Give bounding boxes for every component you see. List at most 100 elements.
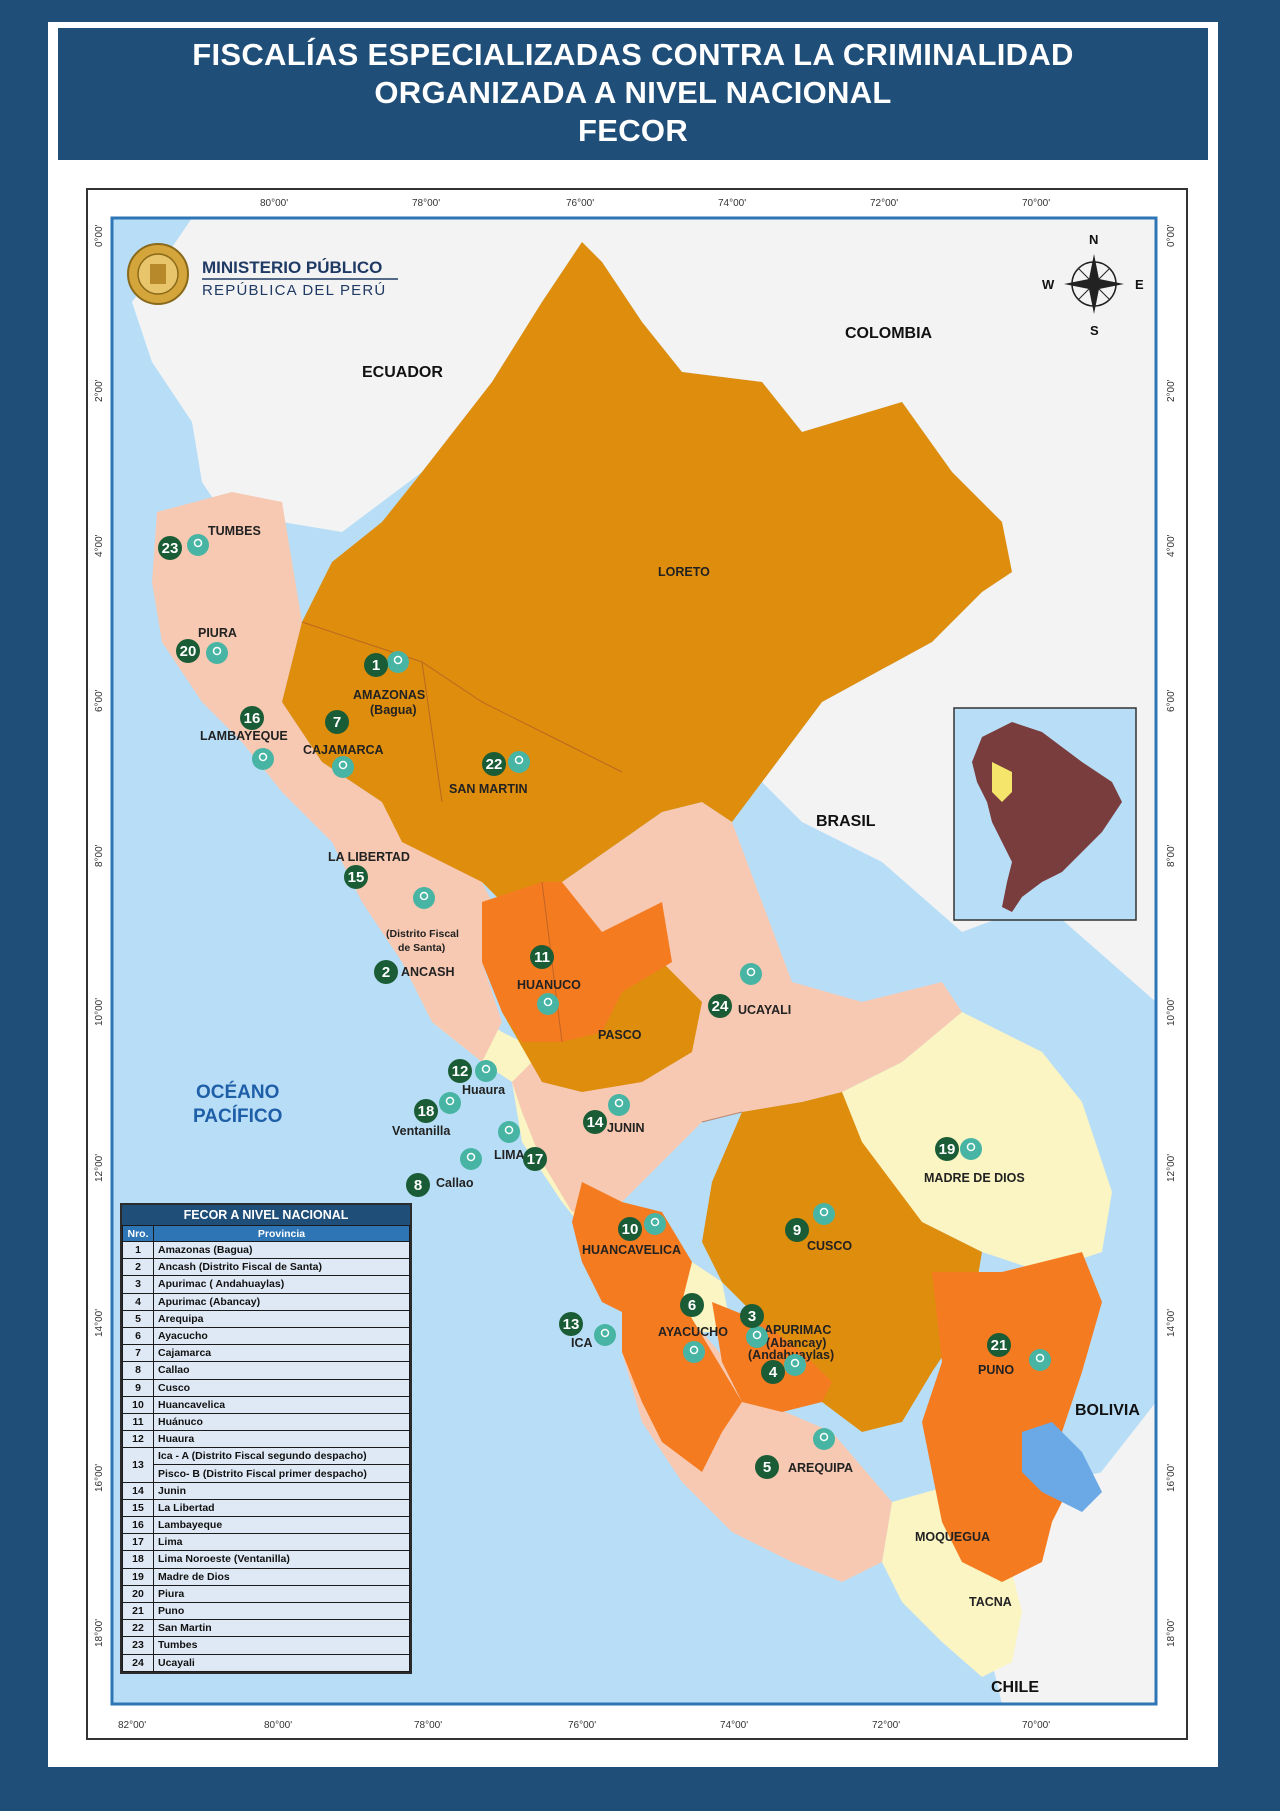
label-puno: PUNO: [978, 1363, 1014, 1377]
location-pin-icon[interactable]: [413, 887, 435, 909]
label-huanuco: HUANUCO: [517, 978, 581, 992]
legend-row-provincia: Piura: [153, 1584, 410, 1603]
fecor-marker[interactable]: 17: [523, 1147, 547, 1171]
label-ventanilla: Ventanilla: [392, 1124, 451, 1138]
label-santa-2: de Santa): [398, 942, 445, 954]
fecor-marker[interactable]: 24: [708, 994, 732, 1018]
location-pin-icon[interactable]: [439, 1092, 461, 1114]
fecor-marker-number: 21: [991, 1337, 1008, 1354]
fecor-marker[interactable]: 18: [414, 1099, 438, 1123]
legend-row: 10 Huancavelica: [122, 1395, 410, 1414]
location-pin-icon[interactable]: [187, 534, 209, 556]
legend-grid: Nro. Provincia 1 Amazonas (Bagua) 2 Ancash …: [122, 1225, 410, 1672]
legend-row-provincia: Puno: [153, 1601, 410, 1621]
lon-top-78: 78°00': [412, 198, 440, 209]
location-pin-icon[interactable]: [683, 1341, 705, 1363]
fecor-marker[interactable]: 19: [935, 1137, 959, 1161]
location-pin-icon[interactable]: [1029, 1349, 1051, 1371]
lat-right-18: 18°00': [1166, 1619, 1177, 1647]
fecor-marker[interactable]: 8: [406, 1173, 430, 1197]
legend-row-provincia: Huánuco: [153, 1412, 410, 1432]
location-pin-icon[interactable]: [644, 1213, 666, 1235]
fecor-marker[interactable]: 20: [176, 639, 200, 663]
legend-rows: 1 Amazonas (Bagua) 2 Ancash (Distrito Fisca…: [122, 1240, 410, 1672]
fecor-marker[interactable]: 1: [364, 653, 388, 677]
fecor-marker-number: 16: [244, 710, 261, 727]
fecor-marker[interactable]: 4: [761, 1360, 785, 1384]
fecor-marker[interactable]: 10: [618, 1217, 642, 1241]
location-pin-icon[interactable]: [498, 1121, 520, 1143]
location-pin-icon[interactable]: [475, 1060, 497, 1082]
legend-row: 17 Lima: [122, 1533, 410, 1552]
location-pin-icon[interactable]: [460, 1148, 482, 1170]
legend-row-provincia: Lambayeque: [153, 1515, 410, 1535]
fecor-marker[interactable]: 16: [240, 706, 264, 730]
location-pin-icon[interactable]: [332, 756, 354, 778]
fecor-marker[interactable]: 12: [448, 1059, 472, 1083]
fecor-marker-number: 1: [372, 657, 380, 674]
fecor-marker-number: 11: [534, 949, 550, 966]
region-huanuco: [482, 882, 672, 1042]
legend-row-number: 20: [122, 1584, 154, 1603]
location-pin-icon[interactable]: [960, 1138, 982, 1160]
fecor-marker[interactable]: 9: [785, 1218, 809, 1242]
fecor-marker[interactable]: 7: [325, 710, 349, 734]
lat-right-0: 0°00': [1166, 224, 1177, 247]
legend-row: 18 Lima Noroeste (Ventanilla): [122, 1550, 410, 1569]
legend-row-number: 11: [122, 1412, 154, 1432]
legend-row: 16 Lambayeque: [122, 1515, 410, 1535]
fecor-marker[interactable]: 23: [158, 536, 182, 560]
label-ayacucho: AYACUCHO: [658, 1325, 728, 1339]
location-pin-icon[interactable]: [740, 963, 762, 985]
lat-right-16: 16°00': [1166, 1464, 1177, 1492]
fecor-marker-number: 23: [162, 540, 179, 557]
fecor-marker[interactable]: 3: [740, 1304, 764, 1328]
location-pin-icon[interactable]: [594, 1324, 616, 1346]
label-callao: Callao: [436, 1176, 474, 1190]
legend-row-provincia: Cusco: [153, 1378, 410, 1397]
fecor-marker[interactable]: 2: [374, 960, 398, 984]
legend-row: 13 Ica - A (Distrito Fiscal segundo despa…: [122, 1447, 410, 1483]
fecor-marker[interactable]: 6: [680, 1293, 704, 1317]
legend-row-number: 6: [122, 1326, 154, 1346]
legend-row-provincia: Junin: [153, 1481, 410, 1500]
location-pin-icon[interactable]: [387, 651, 409, 673]
location-pin-icon[interactable]: [784, 1354, 806, 1376]
label-huancavelica: HUANCAVELICA: [582, 1243, 681, 1257]
legend-row-provincia: Huancavelica: [153, 1395, 410, 1414]
label-abancay: (Abancay): [766, 1336, 826, 1350]
location-pin-icon[interactable]: [813, 1428, 835, 1450]
fecor-marker[interactable]: 5: [755, 1455, 779, 1479]
fecor-marker[interactable]: 11: [530, 945, 554, 969]
fecor-marker-number: 20: [180, 643, 197, 660]
legend-row-provincia: La Libertad: [153, 1498, 410, 1518]
legend-row-number: 2: [122, 1258, 154, 1277]
location-pin-icon[interactable]: [508, 751, 530, 773]
label-madre-de-dios: MADRE DE DIOS: [924, 1171, 1025, 1185]
legend-row: 19 Madre de Dios: [122, 1567, 410, 1586]
fecor-marker-number: 15: [348, 869, 365, 886]
title-line-2: ORGANIZADA A NIVEL NACIONAL: [374, 75, 892, 110]
legend-row-number: 22: [122, 1619, 154, 1638]
legend-row: 4 Apurimac (Abancay): [122, 1292, 410, 1311]
fecor-marker[interactable]: 15: [344, 865, 368, 889]
fecor-marker[interactable]: 14: [583, 1110, 607, 1134]
fecor-marker[interactable]: 21: [987, 1333, 1011, 1357]
location-pin-icon[interactable]: [537, 993, 559, 1015]
fecor-marker-number: 8: [414, 1177, 422, 1194]
fecor-marker-number: 13: [563, 1316, 580, 1333]
location-pin-icon[interactable]: [813, 1203, 835, 1225]
region-coast-north: [152, 492, 502, 1062]
lon-top-76: 76°00': [566, 198, 594, 209]
legend-row-number: 7: [122, 1344, 154, 1363]
map: 80°00' 78°00' 76°00' 74°00' 72°00' 70°00…: [86, 188, 1188, 1740]
fecor-marker[interactable]: 13: [559, 1312, 583, 1336]
location-pin-icon[interactable]: [252, 748, 274, 770]
fecor-marker[interactable]: 22: [482, 752, 506, 776]
location-pin-icon[interactable]: [746, 1326, 768, 1348]
ministry-seal-icon: [127, 243, 189, 305]
location-pin-icon[interactable]: [608, 1094, 630, 1116]
location-pin-icon[interactable]: [206, 642, 228, 664]
